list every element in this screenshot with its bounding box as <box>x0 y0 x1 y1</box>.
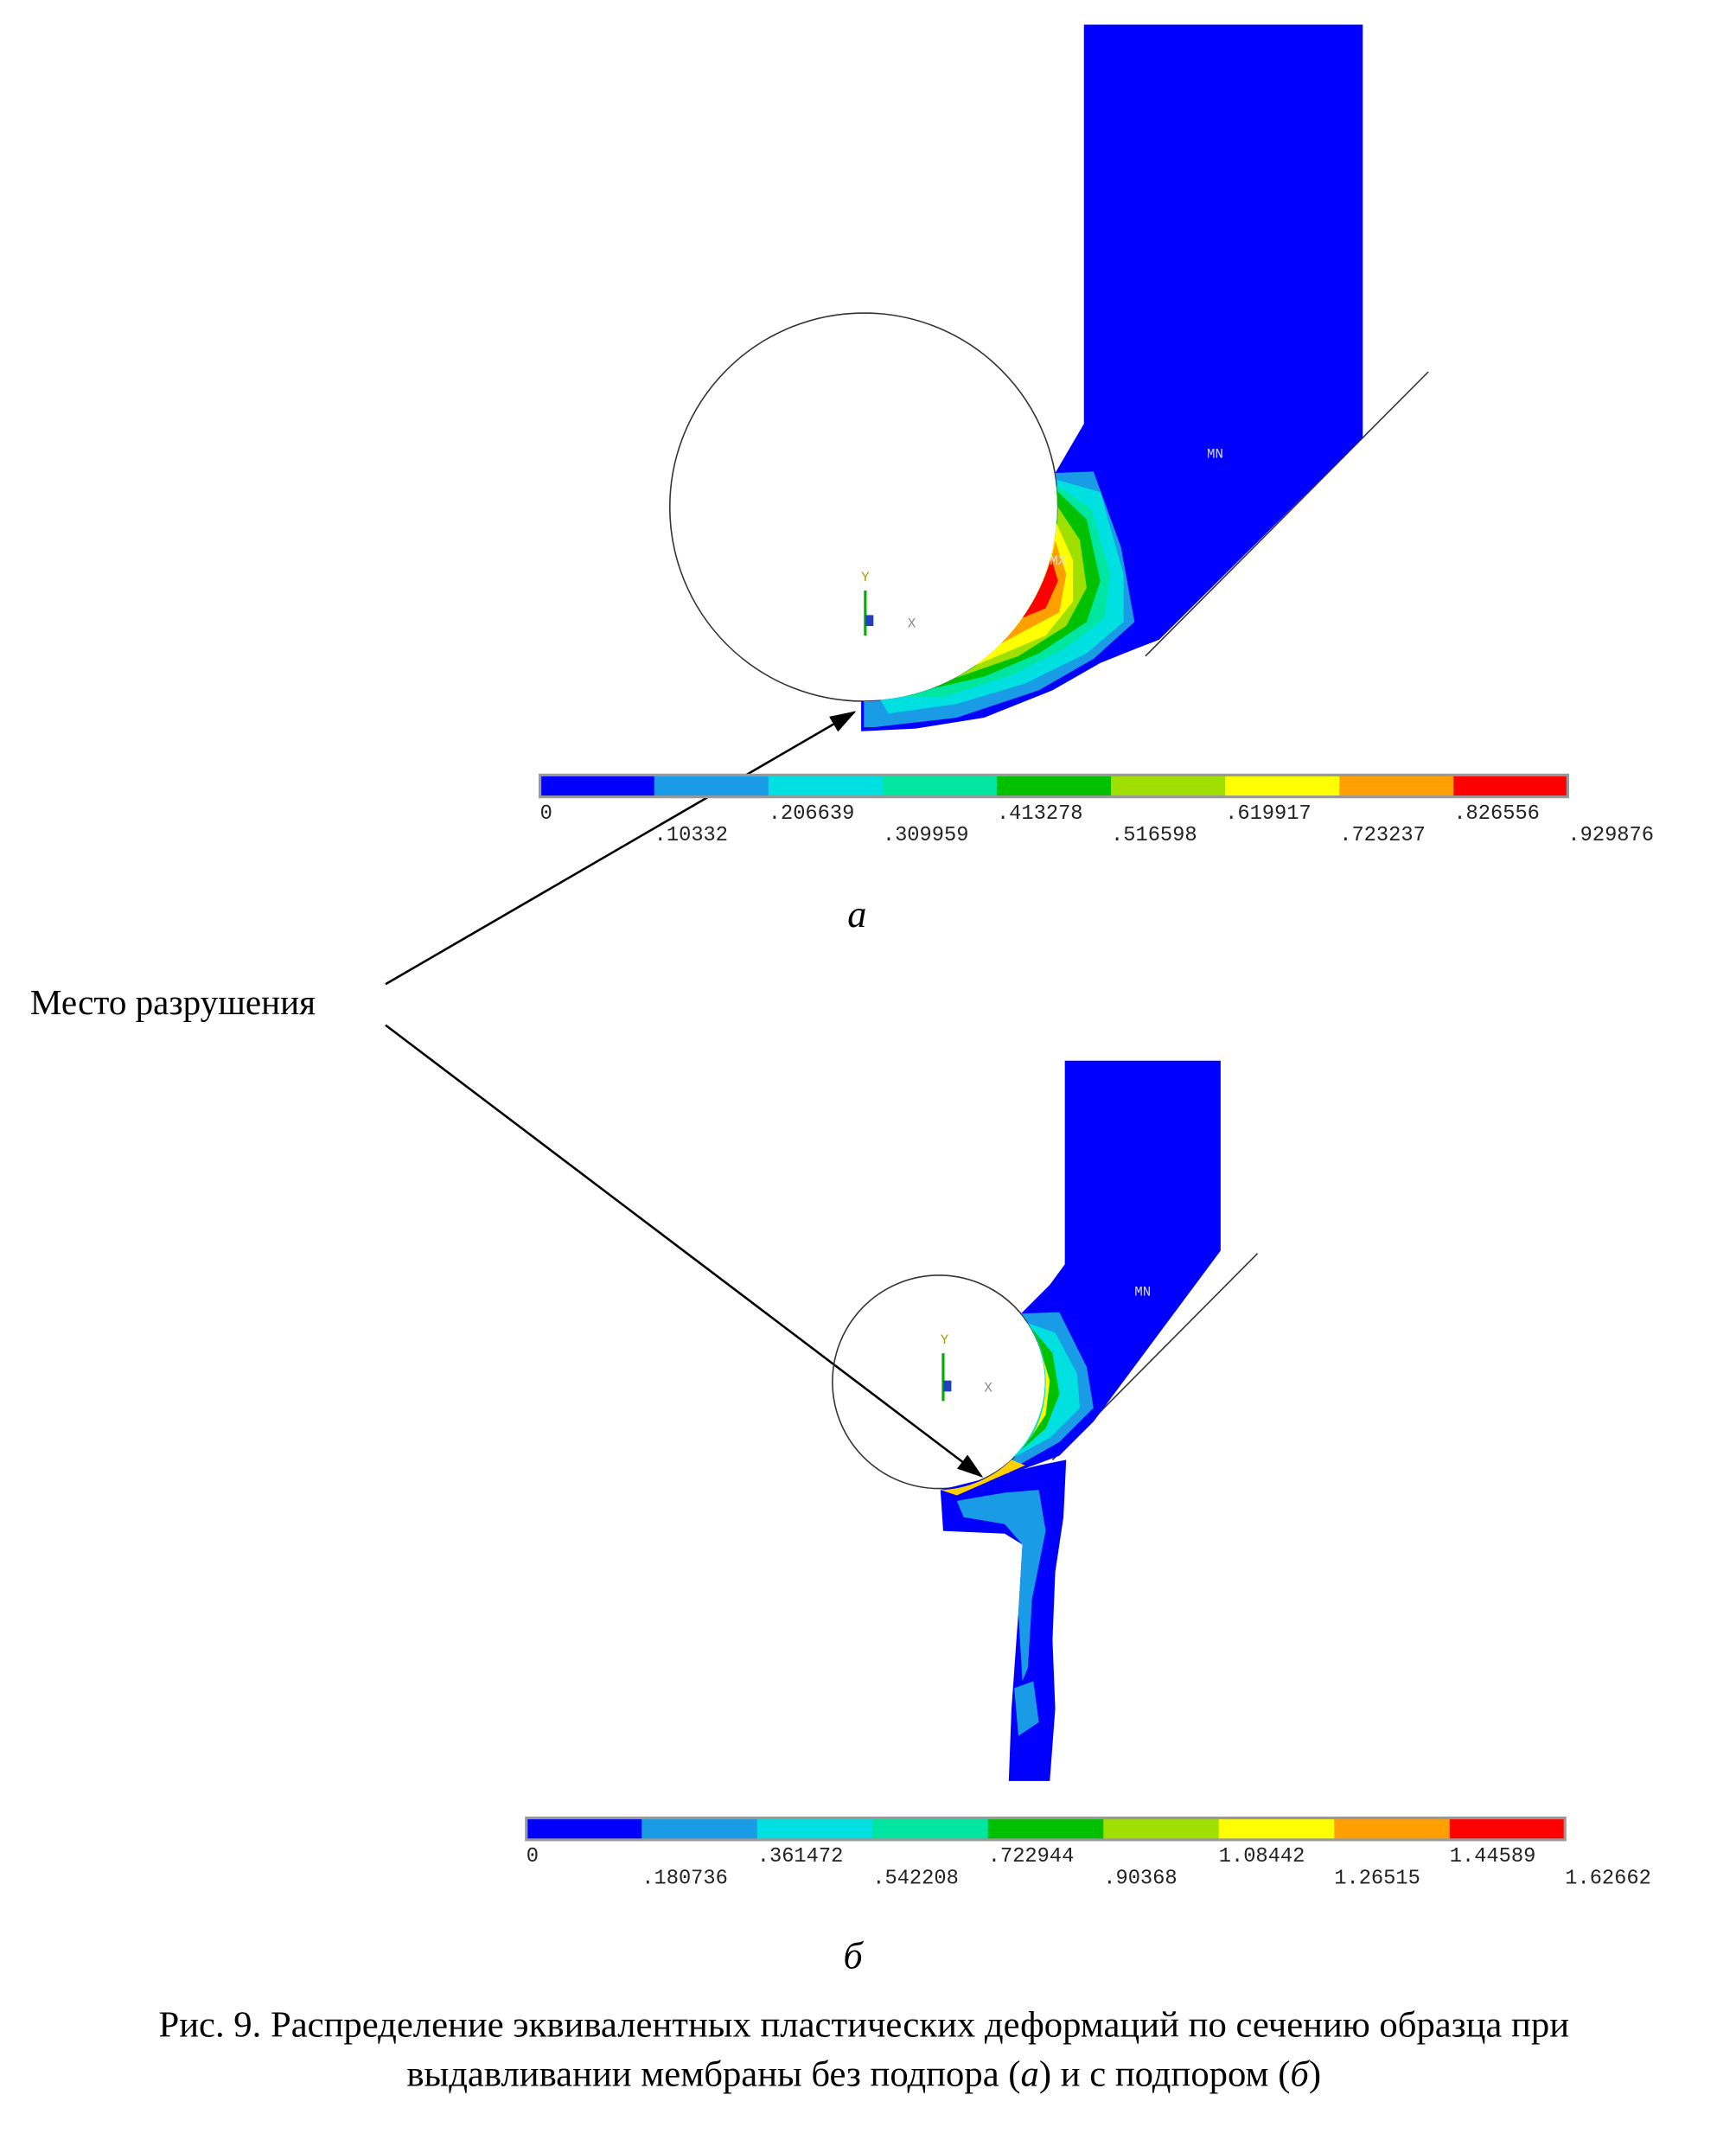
legend-swatch <box>1218 1817 1336 1840</box>
legend-swatch <box>872 1817 989 1840</box>
contour <box>940 1459 1025 1496</box>
legend-swatch <box>1225 775 1341 797</box>
legend-swatch <box>1453 775 1569 797</box>
axis-label: X <box>908 616 916 632</box>
contour <box>1021 1328 1060 1451</box>
tool-line <box>1145 371 1429 657</box>
legend-label: .826556 <box>1453 802 1540 826</box>
caption: Рис. 9. Распределение эквивалентных плас… <box>158 2005 1569 2046</box>
min-label: MN <box>1207 447 1223 463</box>
panel-label: а <box>847 893 866 936</box>
axis-triad <box>865 615 874 627</box>
legend-label: .413278 <box>997 802 1083 826</box>
legend-swatch <box>756 1817 874 1840</box>
legend-label: .180736 <box>641 1867 728 1890</box>
legend-swatch <box>539 775 655 797</box>
legend-label: .10332 <box>654 824 728 847</box>
legend-swatch <box>526 1817 643 1840</box>
axis-label: X <box>984 1380 992 1396</box>
legend-swatch <box>641 1817 758 1840</box>
legend-swatch <box>987 1817 1105 1840</box>
panel-label: б <box>844 1934 865 1977</box>
axis-triad <box>942 1380 952 1392</box>
legend-label: 1.26515 <box>1334 1867 1420 1890</box>
legend-swatch <box>1449 1817 1567 1840</box>
legend-swatch <box>882 775 998 797</box>
legend-label: .723237 <box>1339 824 1426 847</box>
legend-label: .516598 <box>1111 824 1197 847</box>
caption-part: выдавливании мембраны без подпора ( <box>406 2053 1020 2094</box>
axis-label: Y <box>941 1332 949 1348</box>
legend-swatch <box>768 775 884 797</box>
contour <box>974 523 1074 666</box>
axis-label: Y <box>861 570 870 585</box>
arrow <box>385 711 857 986</box>
caption-part: ) и с подпором ( <box>1039 2053 1291 2094</box>
max-label: MX <box>1050 553 1066 569</box>
min-label: MN <box>1134 1285 1151 1300</box>
legend-frame <box>525 1817 1567 1842</box>
legend-frame <box>539 773 1569 799</box>
panel-b-model: MN Y X <box>832 1060 1259 1781</box>
legend-label: 1.62662 <box>1565 1867 1651 1890</box>
legend-label: 1.44589 <box>1450 1845 1536 1868</box>
legend-label: 0 <box>527 1845 539 1868</box>
legend-label: .929876 <box>1567 824 1654 847</box>
contour <box>1022 558 1058 618</box>
legend-swatch <box>1103 1817 1220 1840</box>
legend-swatch <box>1111 775 1226 797</box>
legend-label: 0 <box>540 802 552 826</box>
arrow <box>385 1024 984 1478</box>
contour <box>1014 1681 1039 1736</box>
legend-label: 1.08442 <box>1219 1845 1305 1868</box>
legend-label: .542208 <box>872 1867 959 1890</box>
legend-label: .722944 <box>988 1845 1075 1868</box>
legend-label: .206639 <box>769 802 855 826</box>
caption-part: б <box>1290 2053 1310 2094</box>
caption: выдавливании мембраны без подпора (а) и … <box>406 2053 1321 2094</box>
legend-swatch <box>996 775 1112 797</box>
specimen <box>861 24 1363 731</box>
die-circle <box>668 312 1059 702</box>
legend-label: .90368 <box>1103 1867 1177 1890</box>
contour <box>956 1490 1046 1682</box>
caption-part: ) <box>1309 2053 1321 2094</box>
legend-label: .361472 <box>757 1845 844 1868</box>
annotation: Место разрушения <box>30 982 316 1022</box>
legend-label: .309959 <box>883 824 969 847</box>
contour <box>1027 1353 1050 1442</box>
legend-label: .619917 <box>1225 802 1312 826</box>
panel-a-model: MX MN Y X <box>668 24 1429 731</box>
legend-swatch <box>654 775 769 797</box>
legend-swatch <box>1334 1817 1451 1840</box>
legend-swatch <box>1339 775 1455 797</box>
specimen <box>1000 1060 1221 1474</box>
caption-part: а <box>1021 2053 1039 2094</box>
